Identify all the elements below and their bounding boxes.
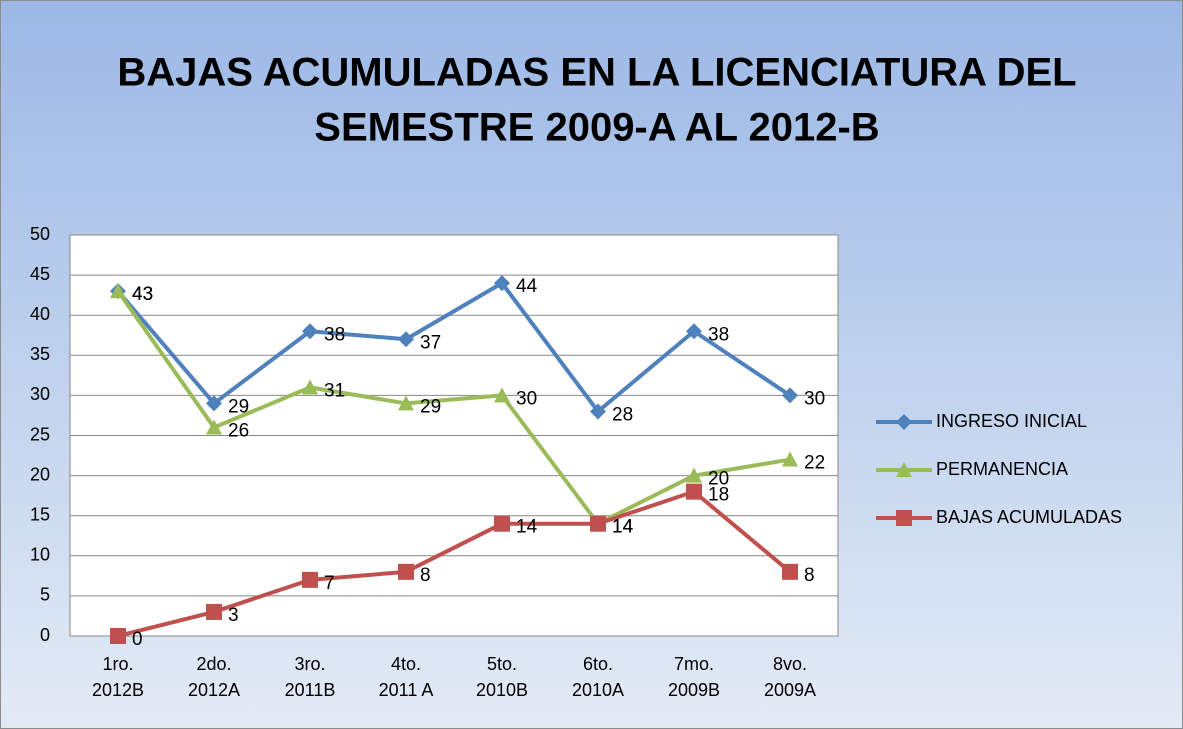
data-label: 43 [132, 284, 153, 305]
y-tick-label: 30 [30, 384, 50, 404]
legend-label: PERMANENCIA [936, 459, 1068, 479]
marker [494, 515, 510, 532]
data-label: 22 [804, 453, 825, 474]
marker [782, 387, 798, 404]
y-tick-label: 50 [30, 224, 50, 244]
x-tick-label: 2010B [476, 680, 528, 700]
x-tick-label: 7mo. [674, 654, 714, 674]
series-line [117, 489, 792, 638]
chart-title: SEMESTRE 2009-A AL 2012-B [314, 106, 879, 150]
data-label: 3 [228, 605, 239, 626]
series-line [116, 281, 792, 414]
data-label: 37 [420, 332, 441, 353]
data-label: 14 [516, 517, 538, 538]
marker [206, 395, 222, 412]
marker [398, 563, 414, 580]
x-tick-label: 6to. [583, 654, 613, 674]
data-label: 14 [612, 517, 634, 538]
y-tick-label: 45 [30, 264, 50, 284]
marker [398, 395, 414, 411]
x-tick-label: 8vo. [773, 654, 807, 674]
marker [302, 571, 318, 588]
marker [110, 283, 126, 299]
data-label: 14 [612, 517, 634, 538]
marker [590, 403, 606, 420]
x-tick-label: 2009B [668, 680, 720, 700]
y-tick-label: 10 [30, 545, 50, 565]
x-tick-label: 2009A [764, 680, 816, 700]
marker [590, 515, 606, 532]
y-tick-label: 15 [30, 504, 50, 524]
x-tick-label: 3ro. [294, 654, 325, 674]
data-label: 7 [324, 573, 335, 594]
legend-label: INGRESO INICIAL [936, 411, 1087, 431]
marker [206, 419, 222, 435]
x-tick-label: 2011B [285, 680, 336, 700]
y-tick-label: 0 [40, 625, 50, 645]
series-line [116, 289, 791, 526]
marker [896, 510, 912, 526]
marker [686, 323, 702, 340]
data-label: 44 [516, 276, 538, 297]
y-tick-label: 35 [30, 344, 50, 364]
data-label: 20 [708, 469, 729, 490]
data-label: 38 [708, 324, 729, 345]
x-tick-label: 2012A [188, 680, 240, 700]
data-label: 30 [804, 388, 825, 409]
data-label: 28 [612, 404, 633, 425]
x-tick-label: 2do. [196, 654, 231, 674]
data-label: 18 [708, 485, 729, 506]
x-tick-label: 4to. [391, 654, 421, 674]
data-label: 8 [420, 565, 431, 586]
marker [302, 379, 318, 395]
data-label: 29 [420, 396, 441, 417]
y-tick-label: 5 [40, 585, 50, 605]
data-label: 29 [228, 396, 249, 417]
marker [782, 563, 798, 580]
marker [110, 628, 126, 644]
data-label: 8 [804, 565, 815, 586]
marker [494, 387, 510, 403]
data-label: 43 [132, 284, 153, 305]
y-tick-label: 25 [30, 424, 50, 444]
data-label: 38 [324, 324, 345, 345]
x-tick-label: 5to. [487, 654, 517, 674]
chart-title: BAJAS ACUMULADAS EN LA LICENCIATURA DEL [117, 51, 1076, 95]
marker [494, 275, 510, 292]
marker [782, 451, 798, 467]
marker [686, 467, 702, 483]
x-tick-label: 2012B [92, 680, 144, 700]
x-tick-label: 2011 A [379, 680, 434, 700]
marker [896, 414, 912, 430]
marker [302, 323, 318, 340]
data-label: 30 [516, 388, 537, 409]
marker [686, 483, 702, 500]
x-tick-label: 1ro. [102, 654, 133, 674]
marker [206, 603, 222, 620]
data-label: 0 [132, 629, 143, 650]
data-label: 26 [228, 420, 249, 441]
y-tick-label: 40 [30, 304, 50, 324]
marker [398, 331, 414, 348]
marker [896, 462, 912, 477]
x-tick-label: 2010A [572, 680, 624, 700]
legend-label: BAJAS ACUMULADAS [936, 507, 1122, 527]
y-tick-label: 20 [30, 464, 50, 484]
data-label: 31 [324, 380, 345, 401]
